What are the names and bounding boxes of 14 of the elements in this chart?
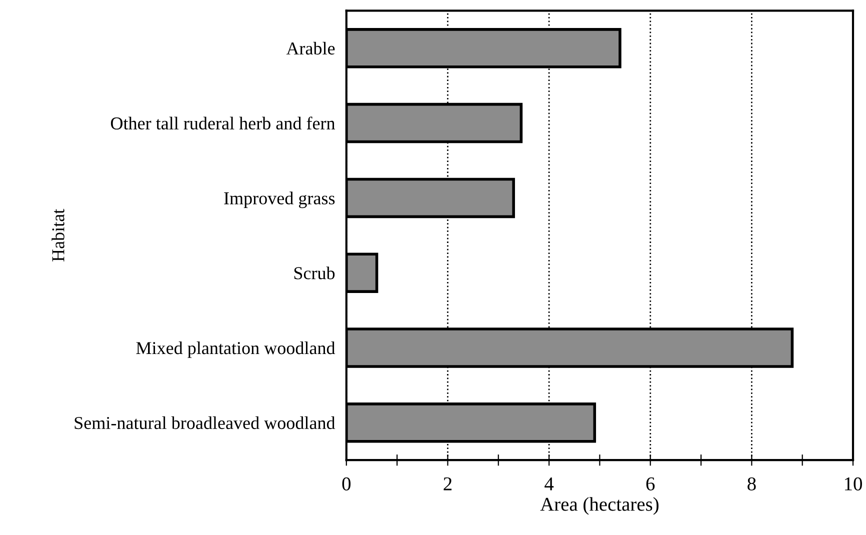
y-tick-label: Mixed plantation woodland (136, 341, 336, 358)
y-tick-label: Semi-natural broadleaved woodland (74, 416, 336, 430)
y-tick-label: Improved grass (224, 192, 335, 208)
x-tick-label: 2 (444, 477, 452, 490)
y-tick-label: Other tall ruderal herb and fern (110, 116, 336, 130)
x-tick-label: 10 (845, 477, 862, 490)
x-tick-label: 8 (748, 477, 756, 490)
y-tick-label: Scrub (294, 266, 335, 280)
y-axis-title: Habitat (52, 208, 64, 262)
x-axis-title: Area (hectares) (540, 497, 658, 515)
y-tick-label: Arable (286, 42, 335, 55)
x-tick-label: 0 (342, 477, 351, 490)
x-tick-label: 4 (544, 477, 554, 490)
x-tick-label: 6 (646, 477, 655, 490)
